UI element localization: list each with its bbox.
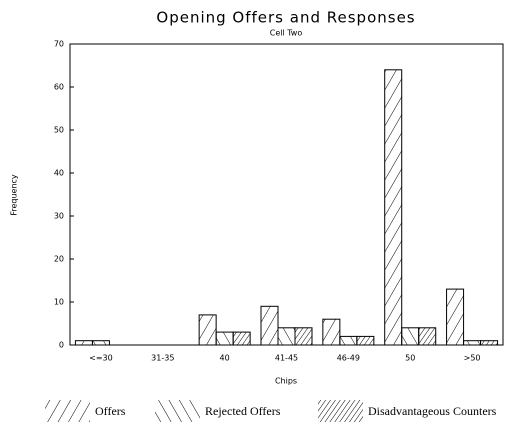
x-tick-label: 40: [220, 354, 230, 363]
bar: [91, 340, 110, 346]
bar: [384, 69, 403, 346]
chart-subtitle: Cell Two: [270, 29, 303, 38]
legend-label: Offers: [95, 404, 126, 418]
legend-swatch: [45, 400, 90, 422]
x-axis-label: Chips: [275, 377, 297, 386]
legend-swatch: [155, 400, 200, 422]
bar: [232, 331, 251, 346]
y-axis-label: Frequency: [10, 174, 19, 216]
bar: [294, 327, 313, 346]
bar: [215, 331, 234, 346]
y-tick-label: 70: [54, 40, 64, 49]
x-tick-label: 46-49: [337, 354, 360, 363]
bar: [401, 327, 420, 346]
x-tick-label: 50: [405, 354, 415, 363]
bar: [74, 340, 93, 346]
bar: [339, 335, 358, 346]
bar: [198, 314, 217, 346]
x-tick-label: 31-35: [151, 354, 174, 363]
y-tick-label: 20: [54, 255, 64, 264]
x-tick-label: >50: [464, 354, 481, 363]
bar: [463, 340, 482, 346]
y-tick-label: 60: [54, 83, 64, 92]
plot-frame: [69, 43, 504, 346]
legend-label: Disadvantageous Counters: [368, 404, 497, 418]
legend-label: Rejected Offers: [205, 404, 281, 418]
bar: [260, 305, 279, 346]
y-tick-label: 50: [54, 126, 64, 135]
bar: [356, 335, 375, 346]
legend-swatch: [318, 400, 363, 422]
bar: [418, 327, 437, 346]
y-tick-label: 40: [54, 169, 64, 178]
bar: [322, 318, 341, 346]
x-tick-label: <=30: [89, 354, 113, 363]
y-tick-label: 10: [54, 298, 64, 307]
x-tick-label: 41-45: [275, 354, 298, 363]
bar: [480, 340, 499, 346]
y-tick-label: 0: [59, 341, 64, 350]
y-tick-label: 30: [54, 212, 64, 221]
chart-title: Opening Offers and Responses: [156, 9, 415, 27]
bar: [277, 327, 296, 346]
bar: [446, 288, 465, 346]
